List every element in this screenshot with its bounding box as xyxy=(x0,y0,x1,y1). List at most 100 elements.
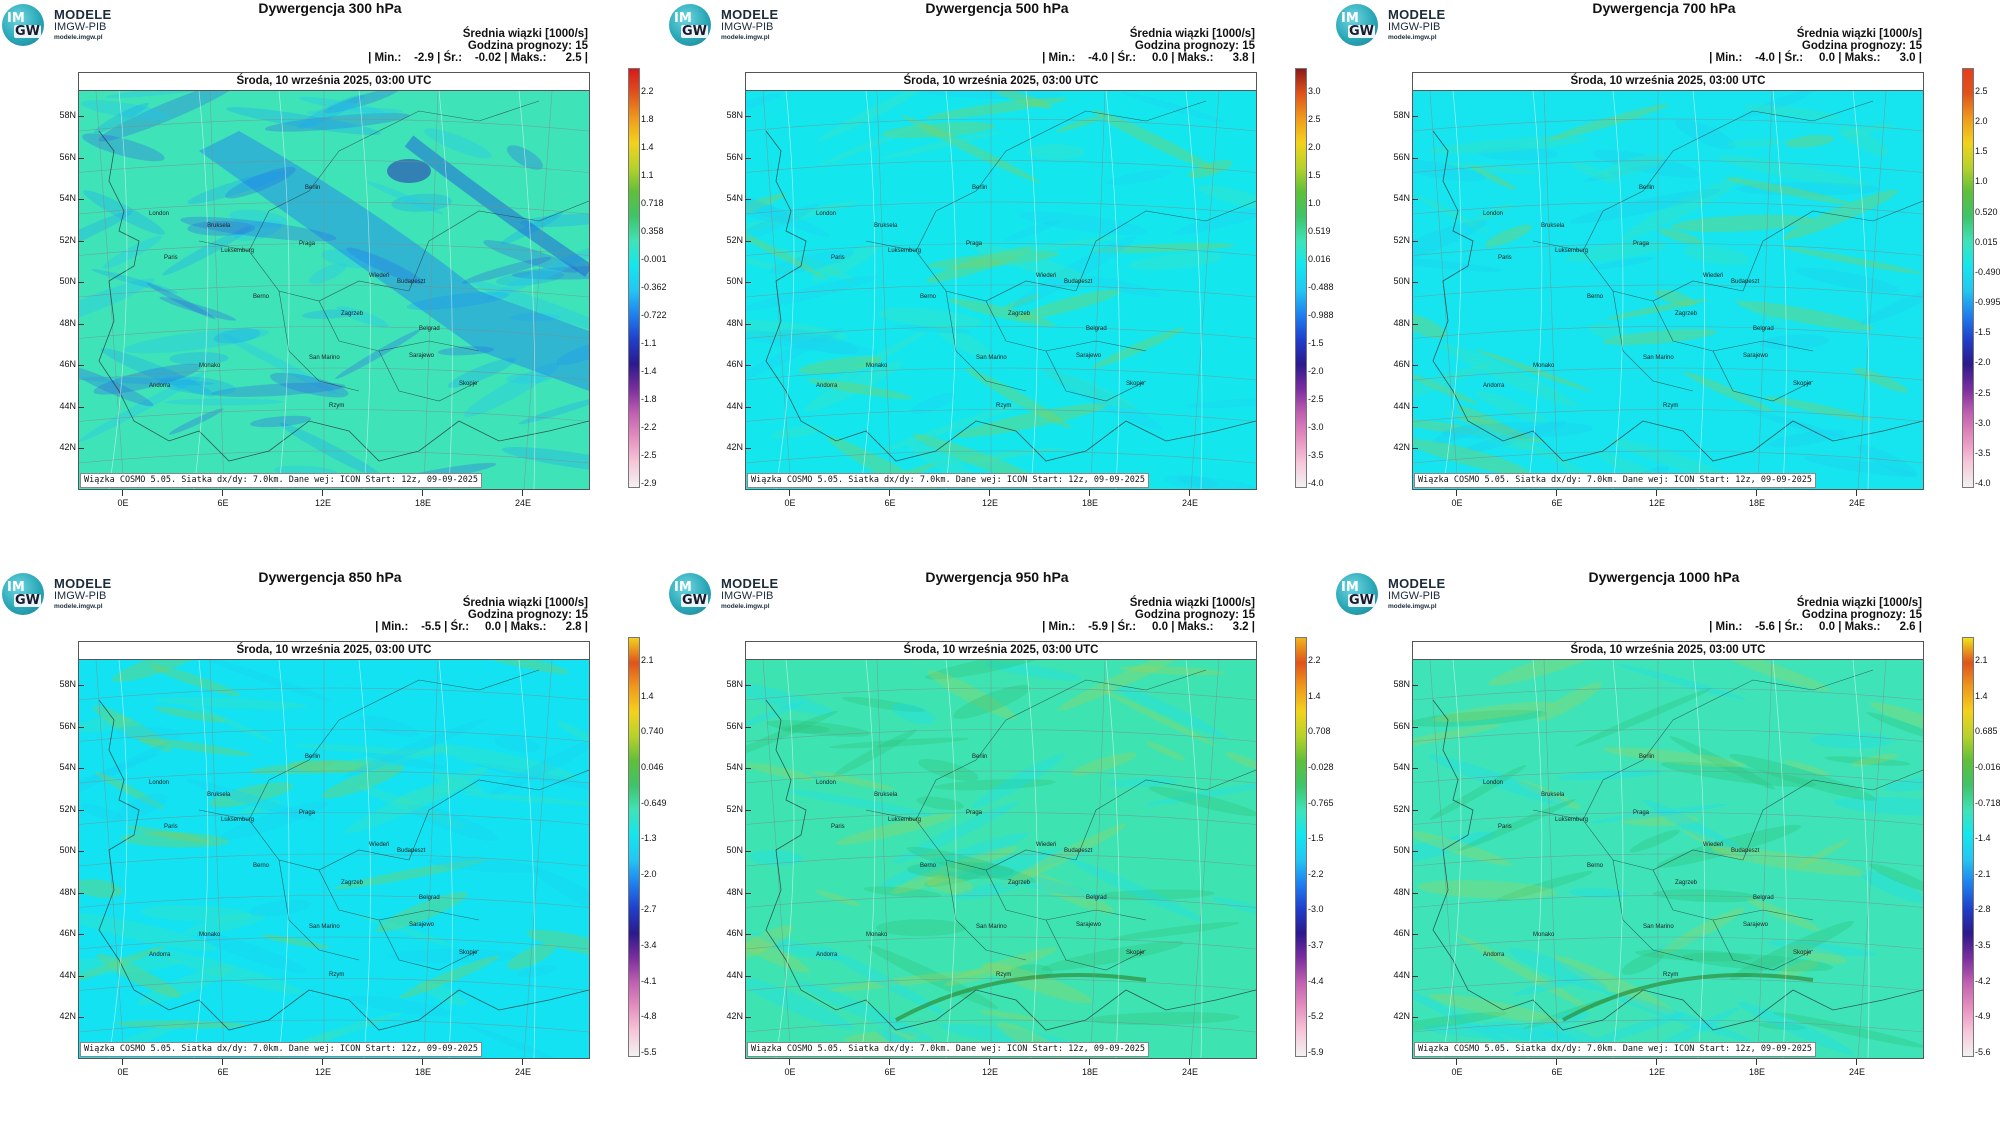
city-label: Berlin xyxy=(305,754,321,760)
city-label: Berlin xyxy=(972,754,988,760)
map-canvas xyxy=(746,91,1256,489)
colorbar-tick-label: 1.4 xyxy=(1975,690,1988,701)
colorbar-tick-label: 0.685 xyxy=(1975,726,1998,737)
city-label: Praga xyxy=(299,241,316,247)
city-label: Wiedeń xyxy=(369,273,390,279)
colorbar-tick-label: -2.5 xyxy=(641,450,657,460)
colorbar-tick-label: 1.0 xyxy=(1975,176,1988,187)
lon-tick-label: 18E xyxy=(1075,490,1105,508)
brand-name: MODELE xyxy=(54,7,112,22)
stats-values: | Min.: -5.5 | Śr.: 0.0 | Maks.: 2.8 | xyxy=(375,621,588,633)
stats-line-hour: Godzina prognozy: 15 xyxy=(1134,40,1255,52)
colorbar-tick-label: -0.490 xyxy=(1975,266,2000,277)
lat-tick-label: 50N xyxy=(1374,845,1418,855)
brand-url: modele.imgw.pl xyxy=(1388,34,1437,41)
map-panel-5: IM GW MODELE IMGW-PIB modele.imgw.pl Dyw… xyxy=(667,569,1334,1129)
colorbar-tick-label: 0.519 xyxy=(1308,226,1331,236)
lon-tick-label: 0E xyxy=(108,1059,138,1077)
lat-tick-label: 56N xyxy=(40,721,84,731)
lat-tick-label: 42N xyxy=(40,442,84,452)
city-label: Wiedeń xyxy=(1036,842,1057,848)
city-label: London xyxy=(816,780,837,786)
city-label: Sarajewo xyxy=(1743,353,1769,359)
city-label: Rzym xyxy=(329,972,345,978)
colorbar-tick-label: -1.4 xyxy=(641,366,657,376)
city-label: Berno xyxy=(253,863,270,869)
stats-line-hour: Godzina prognozy: 15 xyxy=(467,40,588,52)
forecast-date: Środa, 10 września 2025, 03:00 UTC xyxy=(79,642,589,660)
map-footer: Wiązka COSMO 5.05. Siatka dx/dy: 7.0km. … xyxy=(747,473,1150,488)
colorbar-tick-label: 2.1 xyxy=(641,655,654,665)
colorbar-tick-label: -2.5 xyxy=(1975,387,1991,398)
lon-tick-label: 18E xyxy=(1742,1059,1772,1077)
colorbar-tick-label: -4.1 xyxy=(641,975,657,986)
lat-tick-label: 58N xyxy=(707,679,751,689)
city-label: Skopje xyxy=(459,381,478,387)
colorbar-tick-label: -2.5 xyxy=(1308,394,1324,404)
colorbar-tick-label: -0.488 xyxy=(1308,282,1334,292)
city-label: Andorra xyxy=(816,952,838,958)
city-label: Zagrzeb xyxy=(341,311,364,317)
lon-tick-label: 0E xyxy=(1442,490,1472,508)
city-label: Belgrad xyxy=(1086,326,1107,332)
stats-line-mean: Średnia wiązki [1000/s] xyxy=(1129,28,1255,40)
colorbar-tick-label: -0.722 xyxy=(641,310,667,320)
city-label: Wiedeń xyxy=(1036,273,1057,279)
brand-name: MODELE xyxy=(1388,576,1446,591)
imgw-logo-icon: IM GW xyxy=(1336,573,1378,615)
city-label: Sarajewo xyxy=(1076,922,1102,928)
lat-tick-label: 56N xyxy=(1374,721,1418,731)
imgw-logo: IM GW MODELE IMGW-PIB modele.imgw.pl xyxy=(2,4,162,48)
colorbar-tick-label: -1.5 xyxy=(1975,327,1991,338)
city-label: Andorra xyxy=(149,383,171,389)
map-area: London Paris Bruksela Luksemburg Praga Berlin… xyxy=(1413,91,1923,489)
brand-url: modele.imgw.pl xyxy=(721,34,770,41)
colorbar-tick-label: -4.0 xyxy=(1975,478,1991,488)
city-label: Budapeszt xyxy=(397,279,426,285)
imgw-logo: IM GW MODELE IMGW-PIB modele.imgw.pl xyxy=(669,573,829,617)
colorbar-tick-label: -0.362 xyxy=(641,282,667,292)
lat-tick-label: 48N xyxy=(40,887,84,897)
map-footer: Wiązka COSMO 5.05. Siatka dx/dy: 7.0km. … xyxy=(1414,473,1817,488)
forecast-date: Środa, 10 września 2025, 03:00 UTC xyxy=(79,73,589,91)
brand-url: modele.imgw.pl xyxy=(1388,603,1437,610)
panel-title: Dywergencja 300 hPa xyxy=(258,0,402,16)
brand-org: IMGW-PIB xyxy=(54,21,107,33)
lat-tick-label: 48N xyxy=(40,318,84,328)
city-label: Belgrad xyxy=(419,895,440,901)
lat-tick-label: 52N xyxy=(40,235,84,245)
colorbar-tick-label: -4.8 xyxy=(641,1011,657,1022)
panel-title: Dywergencja 500 hPa xyxy=(925,0,1069,16)
brand-org: IMGW-PIB xyxy=(721,590,774,602)
map-area: London Paris Bruksela Luksemburg Praga Berlin… xyxy=(79,660,589,1058)
map-canvas xyxy=(79,660,589,1058)
colorbar-tick-label: 0.708 xyxy=(1308,726,1331,737)
brand-url: modele.imgw.pl xyxy=(721,603,770,610)
imgw-logo: IM GW MODELE IMGW-PIB modele.imgw.pl xyxy=(669,4,829,48)
city-label: Wiedeń xyxy=(369,842,390,848)
city-label: Paris xyxy=(831,824,845,830)
map-panel-2: IM GW MODELE IMGW-PIB modele.imgw.pl Dyw… xyxy=(667,0,1334,560)
colorbar-tick-label: -3.0 xyxy=(1975,417,1991,428)
colorbar-tick-label: 1.4 xyxy=(641,690,654,701)
map-frame: London Paris Bruksela Luksemburg Praga Berlin… xyxy=(1412,641,1924,1059)
city-label: Andorra xyxy=(149,952,171,958)
city-label: Monako xyxy=(199,363,221,369)
colorbar-tick-label: -4.4 xyxy=(1308,975,1324,986)
city-label: Bruksela xyxy=(1541,792,1565,798)
imgw-logo-icon: IM GW xyxy=(669,573,711,615)
lat-tick-label: 56N xyxy=(1374,152,1418,162)
colorbar-tick-label: 0.015 xyxy=(1975,236,1998,247)
panel-stats: Średnia wiązki [1000/s] Godzina prognozy… xyxy=(375,597,588,633)
stats-values: | Min.: -4.0 | Śr.: 0.0 | Maks.: 3.8 | xyxy=(1042,52,1255,64)
colorbar-tick-label: 0.358 xyxy=(641,226,664,236)
city-label: Sarajewo xyxy=(409,922,435,928)
stats-values: | Min.: -5.9 | Śr.: 0.0 | Maks.: 3.2 | xyxy=(1042,621,1255,633)
city-label: Andorra xyxy=(816,383,838,389)
lon-tick-label: 12E xyxy=(975,1059,1005,1077)
lat-tick-label: 52N xyxy=(1374,235,1418,245)
city-label: Paris xyxy=(1498,824,1512,830)
imgw-logo-icon: IM GW xyxy=(2,573,44,615)
lon-tick-label: 18E xyxy=(1742,490,1772,508)
city-label: London xyxy=(816,211,837,217)
